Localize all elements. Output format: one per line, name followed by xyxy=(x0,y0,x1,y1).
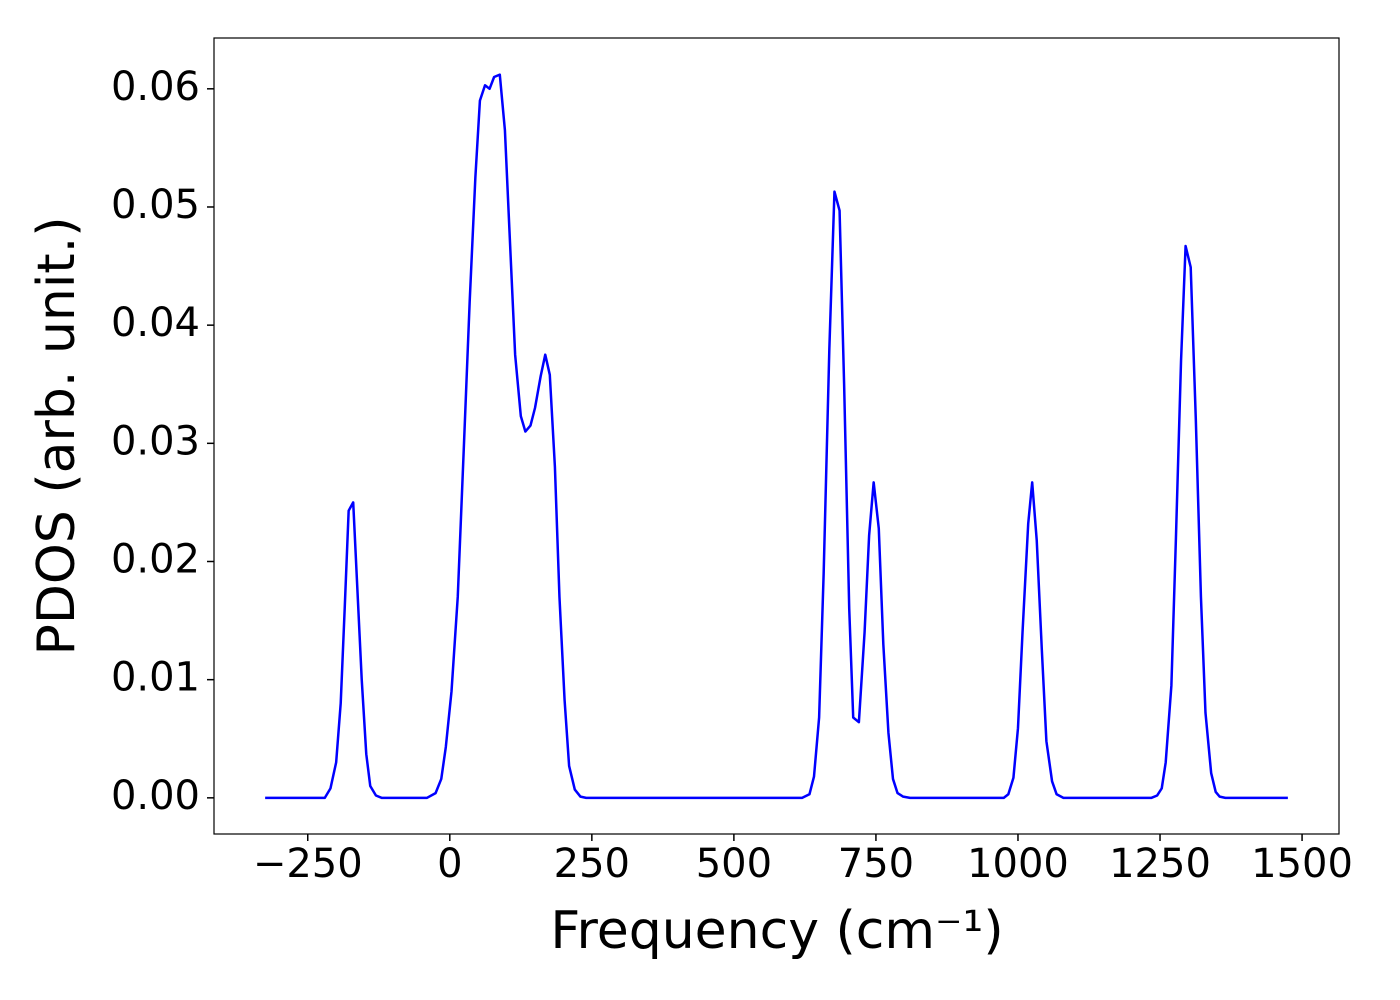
x-tick-label: 1500 xyxy=(1251,841,1353,887)
y-axis-label: PDOS (arb. unit.) xyxy=(27,216,87,655)
line xyxy=(265,73,1288,800)
plot-frame xyxy=(213,37,1340,835)
x-tick-label: 500 xyxy=(696,841,772,887)
y-tick-label: 0.06 xyxy=(111,64,200,110)
x-tick-label: 250 xyxy=(554,841,630,887)
x-axis-label: Frequency (cm⁻¹) xyxy=(550,901,1003,961)
x-tick-label: 750 xyxy=(838,841,914,887)
y-tick-label: 0.02 xyxy=(111,536,200,582)
y-tick-label: 0.00 xyxy=(111,773,200,819)
y-tick-label: 0.04 xyxy=(111,300,200,346)
x-tick-label: 1250 xyxy=(1109,841,1211,887)
y-tick-label: 0.03 xyxy=(111,418,200,464)
y-tick-label: 0.05 xyxy=(111,182,200,228)
x-tick-label: 1000 xyxy=(967,841,1069,887)
x-tick-label: −250 xyxy=(253,841,363,887)
x-tick-label: 0 xyxy=(437,841,462,887)
y-tick-label: 0.01 xyxy=(111,655,200,701)
